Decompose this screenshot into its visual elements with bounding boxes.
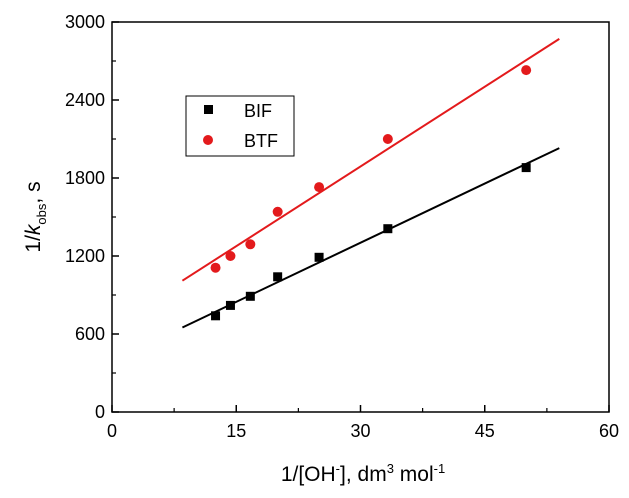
point-btf bbox=[210, 262, 221, 273]
x-tick-label: 45 bbox=[475, 421, 495, 441]
point-bif bbox=[245, 291, 255, 301]
x-tick-label: 0 bbox=[107, 421, 117, 441]
point-btf bbox=[382, 134, 393, 144]
point-bif bbox=[225, 300, 235, 310]
x-tick-label: 30 bbox=[350, 421, 370, 441]
x-tick-label: 15 bbox=[226, 421, 246, 441]
x-tick-label: 60 bbox=[599, 421, 619, 441]
legend-label-btf: BTF bbox=[244, 131, 278, 151]
y-axis-title: 1/kobs, s bbox=[22, 181, 49, 252]
point-btf bbox=[225, 251, 236, 261]
y-tick-label: 1200 bbox=[65, 246, 105, 266]
legend-box bbox=[185, 95, 295, 157]
point-btf bbox=[245, 239, 256, 250]
legend-marker-bif bbox=[204, 105, 213, 114]
point-bif bbox=[383, 224, 393, 234]
y-tick-label: 0 bbox=[95, 402, 105, 422]
legend-marker-btf bbox=[203, 135, 213, 145]
fit-line-bif bbox=[181, 147, 560, 329]
point-btf bbox=[521, 65, 532, 76]
y-tick-label: 600 bbox=[75, 324, 105, 344]
y-tick-label: 3000 bbox=[65, 12, 105, 32]
fit-lines bbox=[181, 38, 560, 329]
point-btf bbox=[272, 206, 283, 217]
point-bif bbox=[521, 163, 531, 173]
point-bif bbox=[273, 272, 283, 282]
plot-frame bbox=[111, 21, 610, 413]
legend-label-bif: BIF bbox=[244, 101, 272, 121]
x-axis-title: 1/[OH-], dm3 mol-1 bbox=[281, 461, 445, 486]
data-points bbox=[210, 65, 532, 321]
point-bif bbox=[314, 252, 324, 262]
legend: BIF BTF bbox=[185, 95, 295, 157]
fit-line-btf bbox=[181, 38, 560, 282]
point-btf bbox=[314, 182, 325, 193]
point-bif bbox=[211, 311, 221, 321]
y-tick-label: 1800 bbox=[65, 168, 105, 188]
y-tick-label: 2400 bbox=[65, 90, 105, 110]
